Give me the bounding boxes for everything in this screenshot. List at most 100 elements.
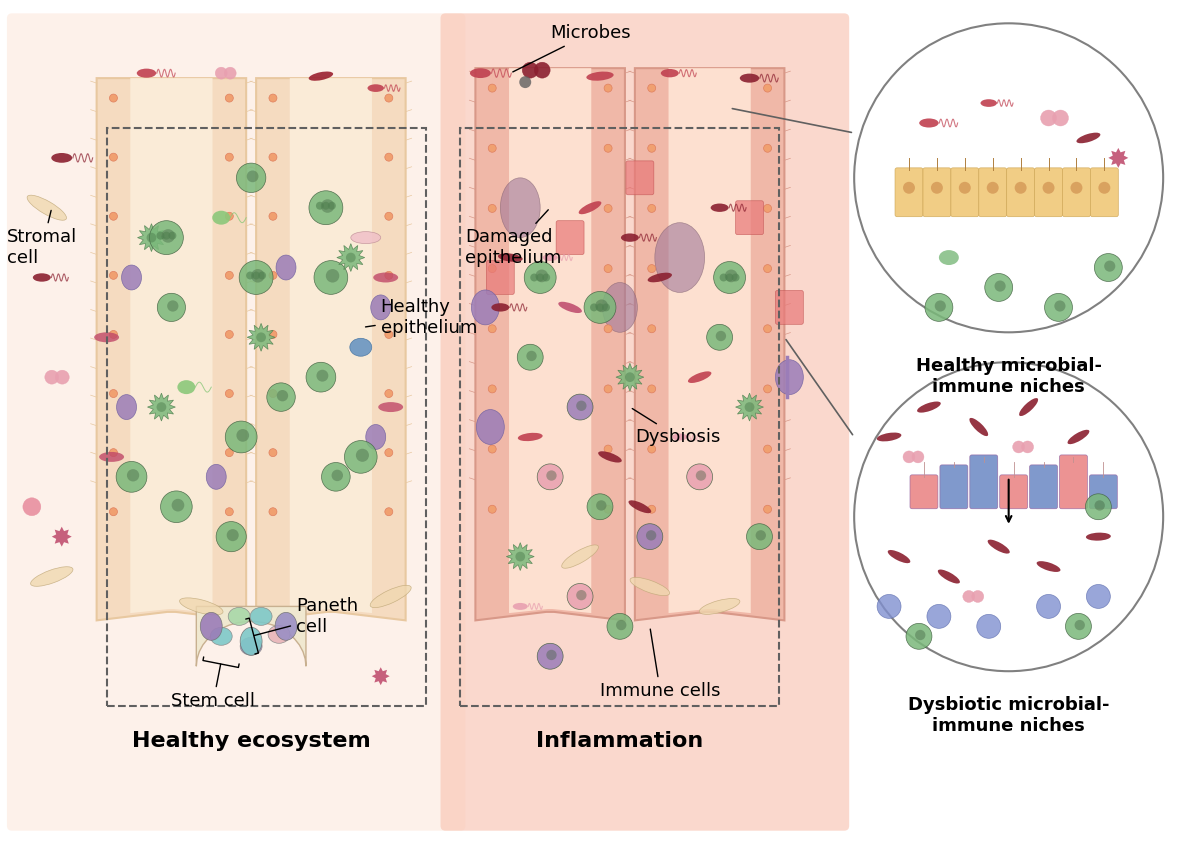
Circle shape [488, 385, 497, 393]
Circle shape [715, 331, 726, 341]
Circle shape [515, 552, 526, 561]
Circle shape [935, 301, 946, 312]
Circle shape [542, 273, 550, 281]
Circle shape [269, 272, 277, 279]
Circle shape [995, 280, 1006, 291]
Circle shape [904, 451, 914, 463]
Text: Healthy ecosystem: Healthy ecosystem [132, 731, 371, 751]
Circle shape [1043, 182, 1055, 194]
Ellipse shape [228, 608, 250, 626]
Circle shape [224, 67, 236, 79]
Circle shape [763, 144, 772, 153]
Ellipse shape [240, 627, 262, 656]
Circle shape [1086, 584, 1110, 608]
FancyBboxPatch shape [626, 161, 654, 195]
Ellipse shape [1037, 561, 1061, 572]
Circle shape [488, 445, 497, 453]
Ellipse shape [558, 302, 582, 313]
Ellipse shape [94, 333, 119, 342]
Circle shape [925, 293, 953, 321]
Circle shape [546, 470, 557, 481]
Circle shape [536, 273, 544, 281]
Circle shape [854, 23, 1163, 333]
Ellipse shape [629, 500, 652, 513]
Ellipse shape [28, 195, 66, 220]
Ellipse shape [240, 638, 262, 656]
Circle shape [604, 265, 612, 273]
Circle shape [596, 303, 604, 311]
Text: Inflammation: Inflammation [536, 731, 703, 751]
Circle shape [344, 440, 377, 473]
Ellipse shape [308, 71, 334, 81]
Circle shape [215, 67, 227, 79]
Ellipse shape [710, 203, 728, 212]
Circle shape [604, 445, 612, 453]
Circle shape [604, 325, 612, 333]
Circle shape [236, 429, 250, 441]
Ellipse shape [350, 339, 372, 357]
Ellipse shape [210, 627, 232, 645]
Polygon shape [337, 243, 365, 272]
Ellipse shape [500, 177, 540, 237]
Circle shape [308, 191, 343, 225]
Ellipse shape [917, 402, 941, 412]
Circle shape [306, 363, 336, 392]
Ellipse shape [661, 69, 679, 77]
Circle shape [1037, 595, 1061, 619]
Circle shape [226, 213, 233, 220]
Ellipse shape [919, 118, 938, 128]
Ellipse shape [562, 545, 599, 568]
Circle shape [55, 370, 70, 384]
Circle shape [985, 273, 1013, 302]
Circle shape [167, 300, 179, 312]
Ellipse shape [648, 273, 672, 282]
Circle shape [746, 524, 773, 549]
Circle shape [604, 84, 612, 92]
Circle shape [714, 261, 745, 293]
Circle shape [538, 644, 563, 669]
Circle shape [648, 265, 655, 273]
Circle shape [576, 400, 587, 411]
Circle shape [385, 390, 392, 398]
Circle shape [385, 94, 392, 102]
Circle shape [538, 464, 563, 490]
FancyBboxPatch shape [1091, 168, 1118, 217]
Circle shape [763, 265, 772, 273]
Circle shape [109, 153, 118, 161]
Text: Dysbiosis: Dysbiosis [632, 409, 720, 446]
Circle shape [346, 253, 355, 262]
Circle shape [269, 213, 277, 220]
Circle shape [648, 325, 655, 333]
Ellipse shape [775, 360, 803, 394]
FancyBboxPatch shape [1062, 168, 1091, 217]
FancyBboxPatch shape [1030, 464, 1057, 509]
Ellipse shape [116, 394, 137, 420]
Circle shape [269, 331, 277, 339]
Circle shape [604, 144, 612, 153]
Circle shape [530, 273, 539, 281]
Circle shape [385, 213, 392, 220]
FancyBboxPatch shape [979, 168, 1007, 217]
Ellipse shape [491, 303, 509, 312]
Circle shape [247, 171, 258, 183]
Circle shape [1015, 182, 1027, 194]
Circle shape [972, 590, 984, 602]
Circle shape [916, 630, 925, 640]
Ellipse shape [180, 598, 223, 615]
Circle shape [277, 390, 288, 401]
Circle shape [696, 470, 706, 481]
Polygon shape [138, 224, 166, 252]
Ellipse shape [542, 254, 558, 261]
Circle shape [226, 331, 233, 339]
Circle shape [269, 507, 277, 516]
Ellipse shape [587, 72, 613, 81]
Circle shape [1055, 301, 1066, 312]
Circle shape [109, 449, 118, 457]
Circle shape [602, 303, 610, 311]
Ellipse shape [938, 250, 959, 265]
Circle shape [385, 272, 392, 279]
Text: Dysbiotic microbial-
immune niches: Dysbiotic microbial- immune niches [908, 696, 1110, 735]
Ellipse shape [938, 570, 960, 584]
Circle shape [877, 595, 901, 619]
Ellipse shape [276, 255, 296, 280]
